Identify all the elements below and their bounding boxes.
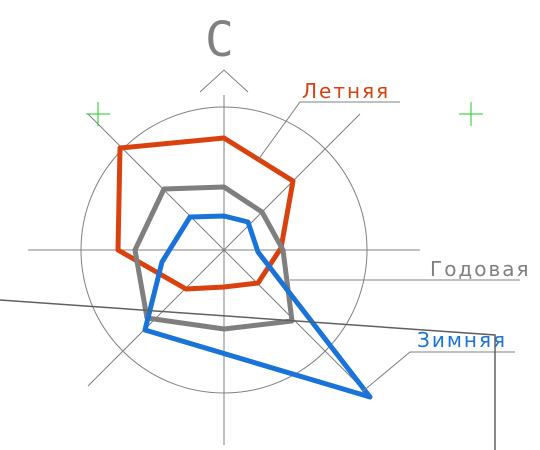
north-arrow: [199, 69, 249, 93]
leader: [361, 351, 515, 393]
winter-label: Зимняя: [417, 328, 507, 352]
summer-label: Летняя: [302, 79, 390, 103]
annual-rose: [132, 184, 295, 332]
north-label: С: [205, 12, 234, 68]
leader: [257, 101, 400, 161]
marker: [86, 102, 483, 126]
annual-label: Годовая: [430, 257, 531, 281]
summer-rose: [115, 135, 296, 292]
axis-diag: [87, 113, 361, 387]
boundary: [0, 299, 496, 450]
winter-rose: [142, 213, 373, 400]
